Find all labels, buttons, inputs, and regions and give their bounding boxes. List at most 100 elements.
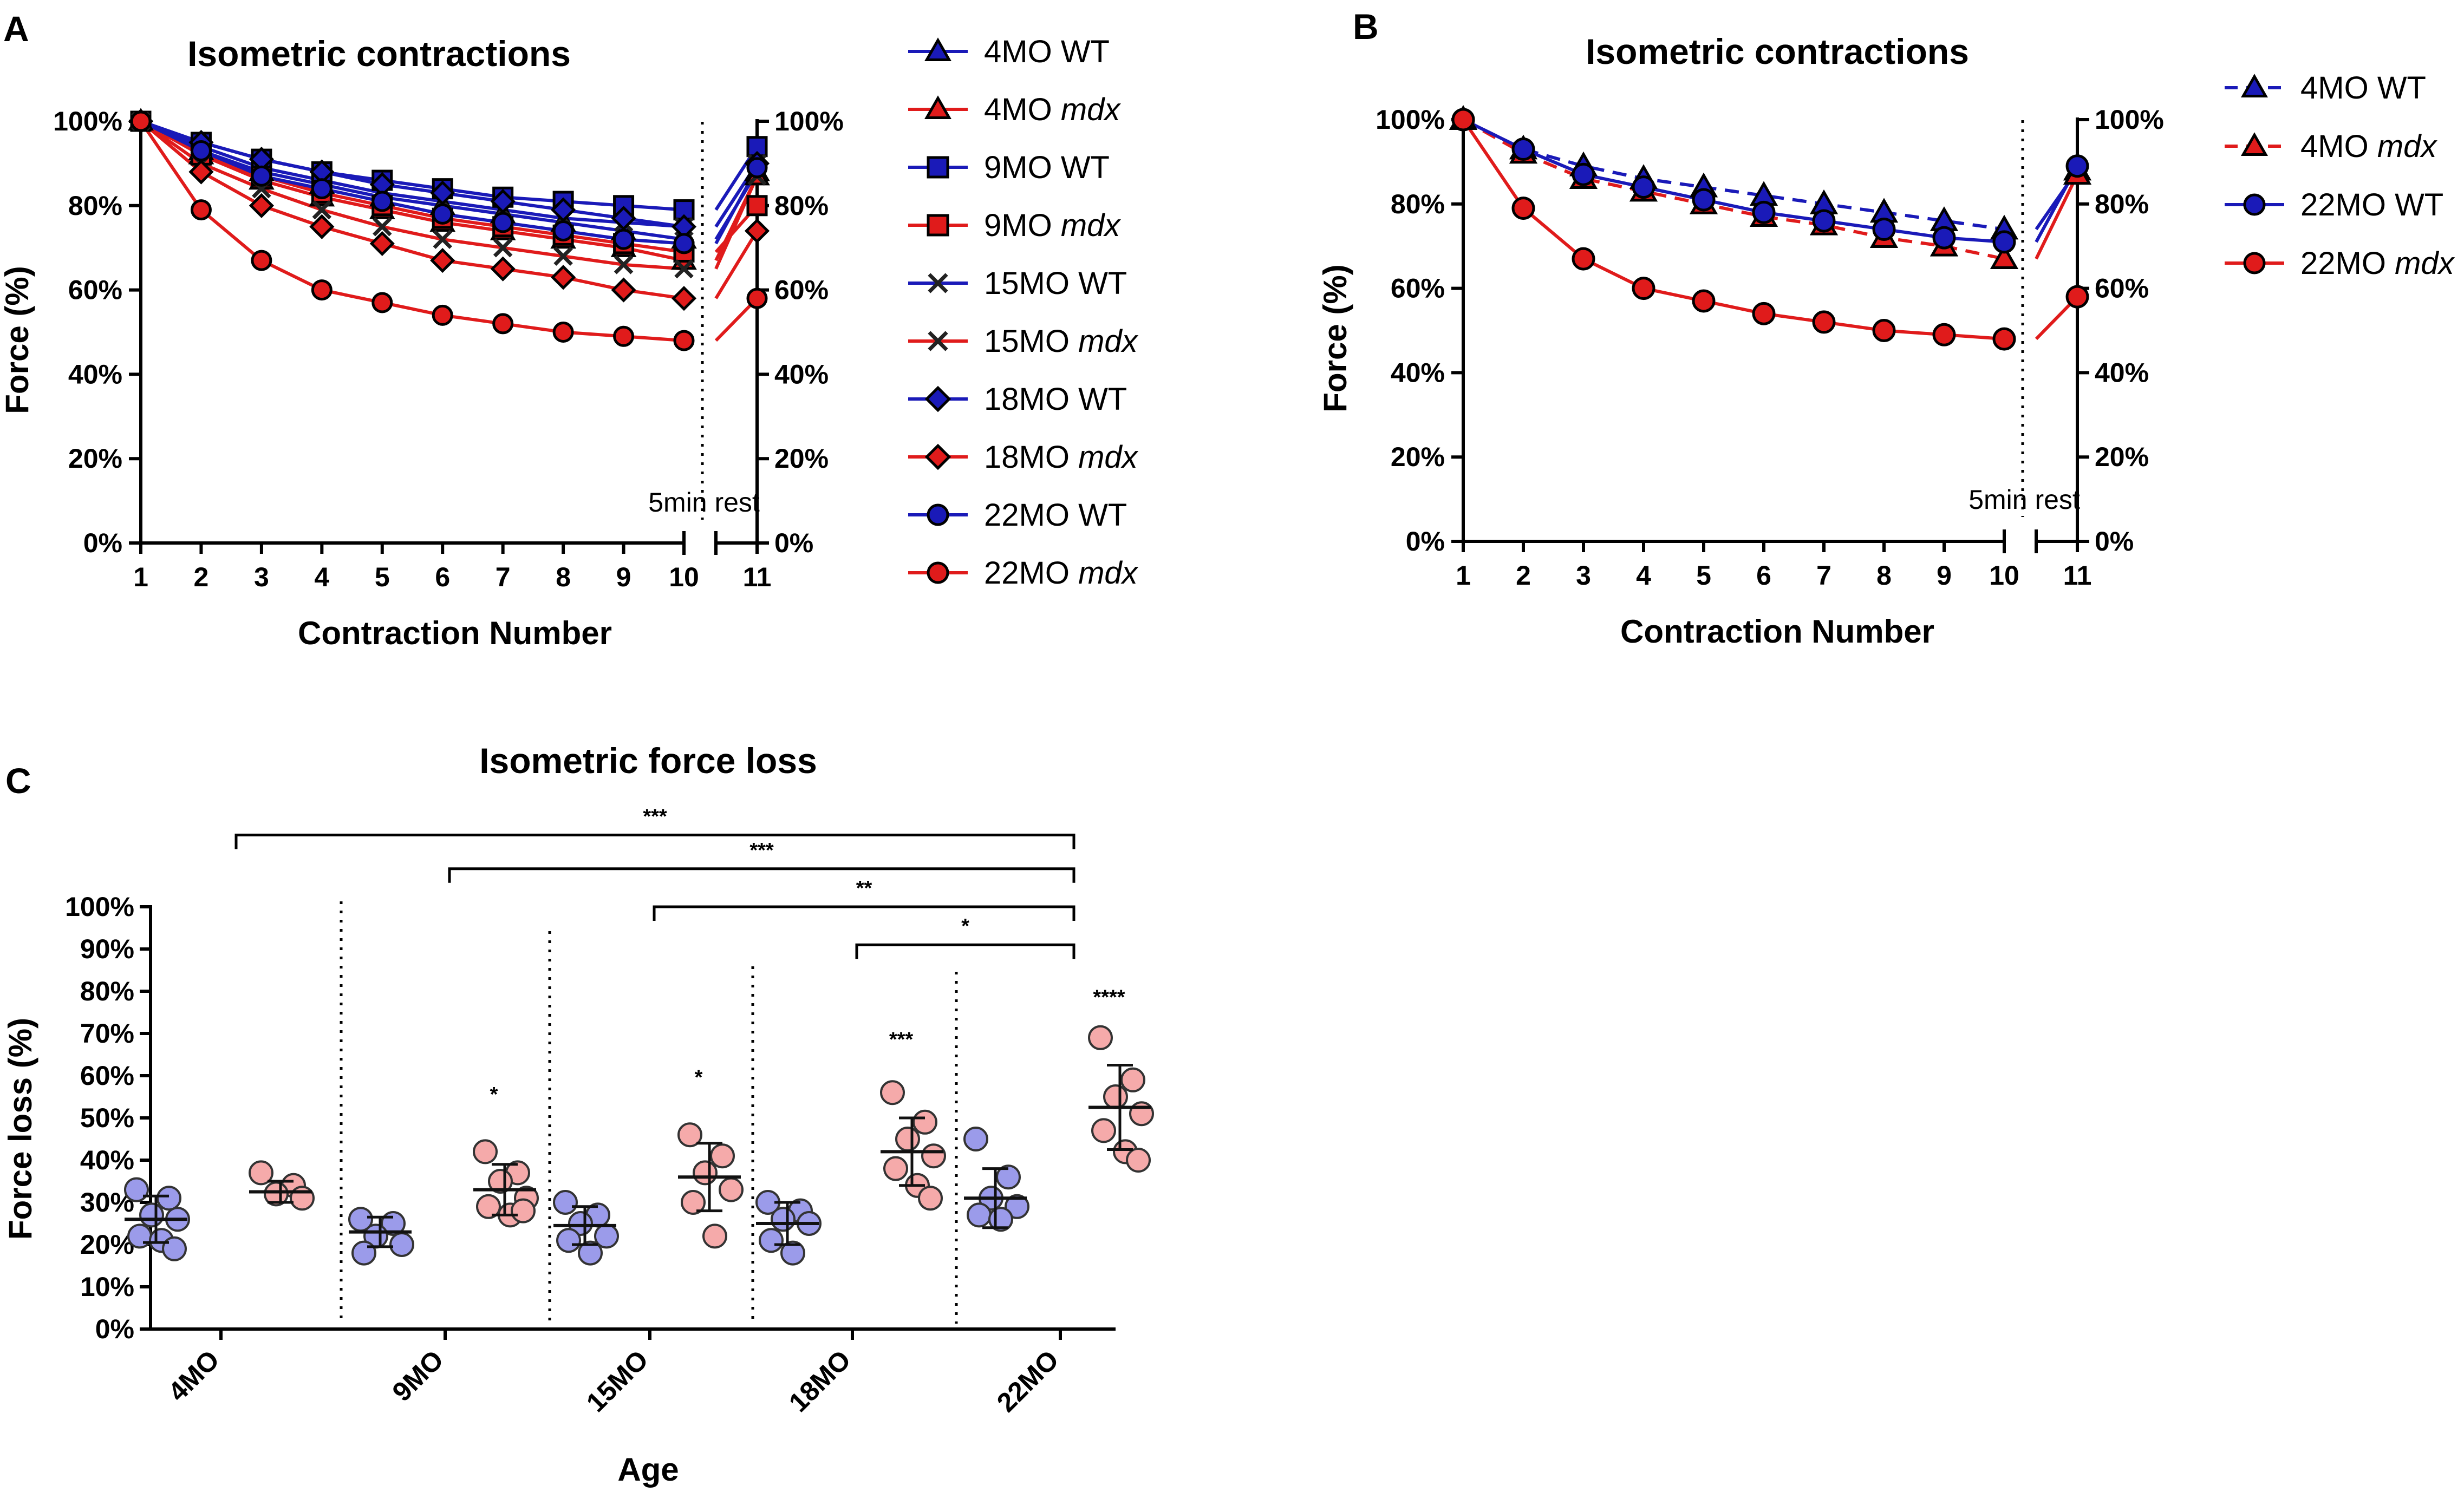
data-point bbox=[693, 1160, 718, 1186]
y-tick-label: 80% bbox=[80, 976, 134, 1006]
panel-a-xlabel: Contraction Number bbox=[298, 615, 612, 651]
legend-label-suffix: WT bbox=[2377, 70, 2426, 106]
data-point bbox=[746, 157, 768, 179]
legend-label-prefix: 22MO bbox=[2300, 187, 2395, 223]
data-point bbox=[744, 218, 770, 244]
data-point bbox=[759, 1228, 784, 1253]
significance-label: * bbox=[490, 1083, 498, 1106]
data-point bbox=[673, 330, 695, 351]
panel-b-label: B bbox=[1353, 6, 1379, 47]
data-point bbox=[1812, 310, 1836, 334]
data-point bbox=[912, 1109, 937, 1135]
legend-marker bbox=[2240, 132, 2269, 156]
legend-marker bbox=[924, 385, 951, 413]
data-point bbox=[2065, 154, 2089, 178]
series-line bbox=[140, 120, 685, 254]
data-point bbox=[139, 1202, 164, 1228]
legend-label: 22MO mdx bbox=[2300, 246, 2455, 281]
data-point bbox=[1992, 230, 2016, 254]
legend-label-suffix: mdx bbox=[2395, 246, 2455, 281]
y-tick-label: 60% bbox=[80, 1061, 134, 1091]
data-point bbox=[1692, 188, 1716, 212]
series-line bbox=[140, 120, 685, 300]
data-point bbox=[130, 110, 152, 132]
data-point bbox=[1632, 175, 1655, 199]
data-point bbox=[552, 322, 574, 343]
panel-b-ylabel: Force (%) bbox=[1317, 264, 1353, 412]
legend-label-suffix: WT bbox=[1078, 382, 1127, 417]
data-point bbox=[188, 159, 214, 185]
series-rest-line bbox=[714, 175, 759, 270]
y-tick-label: 20% bbox=[1391, 442, 1445, 472]
panel-b-title: Isometric contractions bbox=[1586, 31, 1969, 71]
legend-label: 18MO WT bbox=[984, 382, 1127, 417]
data-point bbox=[780, 1240, 805, 1266]
data-point bbox=[373, 217, 392, 237]
legend-label: 15MO mdx bbox=[984, 324, 1139, 359]
legend-marker bbox=[924, 37, 952, 62]
y-tick-label: 10% bbox=[80, 1272, 134, 1302]
legend-label-prefix: 18MO bbox=[984, 440, 1078, 475]
panel-c-ylabel: Force loss (%) bbox=[2, 1018, 38, 1240]
legend-marker bbox=[924, 443, 951, 470]
significance-label: *** bbox=[889, 1028, 914, 1051]
y-tick-label: 40% bbox=[1391, 357, 1445, 388]
legend-label-prefix: 22MO bbox=[984, 498, 1078, 533]
x-tick-label: 6 bbox=[1756, 560, 1771, 591]
data-point bbox=[673, 233, 695, 254]
panel-c-label: C bbox=[5, 761, 31, 801]
data-point bbox=[311, 178, 333, 200]
data-point bbox=[702, 1223, 727, 1249]
panel-b-axes: 0% 20% 40% 60% 80% 100% 0% 20% 40% 60% 80% 100% 1 2 3 4… bbox=[1376, 104, 2164, 591]
data-point bbox=[1091, 1118, 1116, 1143]
y2-tick-label: 20% bbox=[774, 443, 829, 474]
series-line bbox=[140, 120, 685, 228]
data-point bbox=[1632, 277, 1655, 300]
data-point bbox=[883, 1156, 908, 1181]
data-point bbox=[124, 1177, 149, 1202]
x-tick-label: 8 bbox=[556, 562, 571, 592]
series-line bbox=[1462, 118, 2005, 244]
y2-tick-label: 0% bbox=[2095, 526, 2134, 557]
data-point bbox=[1572, 162, 1595, 186]
y-tick-label: 40% bbox=[68, 359, 122, 389]
significance-bracket bbox=[653, 905, 1075, 921]
data-point bbox=[389, 1232, 414, 1257]
legend-marker bbox=[928, 273, 948, 293]
data-point bbox=[613, 228, 635, 250]
data-point bbox=[921, 1143, 946, 1169]
x-tick-label: 11 bbox=[743, 562, 772, 592]
data-point bbox=[1120, 1067, 1145, 1092]
data-point bbox=[771, 1207, 796, 1232]
x-tick-label: 5 bbox=[1696, 560, 1711, 591]
y-tick-label: 70% bbox=[80, 1018, 134, 1049]
data-point bbox=[312, 200, 332, 220]
y-tick-label: 20% bbox=[68, 443, 122, 474]
data-point bbox=[371, 191, 393, 212]
series-line bbox=[140, 120, 685, 245]
data-point bbox=[996, 1164, 1021, 1190]
data-point bbox=[967, 1202, 992, 1228]
significance-bracket bbox=[234, 833, 1075, 849]
data-point bbox=[895, 1127, 920, 1151]
y2-tick-label: 80% bbox=[2095, 189, 2149, 219]
significance-bracket bbox=[448, 867, 1075, 883]
series-line bbox=[1462, 119, 2005, 341]
legend-label: 22MO mdx bbox=[984, 555, 1139, 591]
series-line bbox=[140, 120, 685, 271]
data-point bbox=[1088, 1025, 1113, 1050]
series-line bbox=[140, 120, 685, 263]
panel-b: B Isometric contractions Contraction Num… bbox=[1317, 6, 2455, 650]
series-line bbox=[1462, 118, 2005, 261]
data-point bbox=[746, 287, 768, 309]
legend-marker bbox=[927, 503, 949, 526]
legend-marker bbox=[927, 561, 949, 584]
legend-label-suffix: mdx bbox=[1061, 92, 1122, 127]
legend-label: 9MO mdx bbox=[984, 208, 1121, 243]
data-point bbox=[710, 1143, 735, 1169]
x-tick-label: 8 bbox=[1876, 560, 1892, 591]
legend-label: 15MO WT bbox=[984, 266, 1127, 301]
data-point bbox=[677, 1122, 702, 1148]
